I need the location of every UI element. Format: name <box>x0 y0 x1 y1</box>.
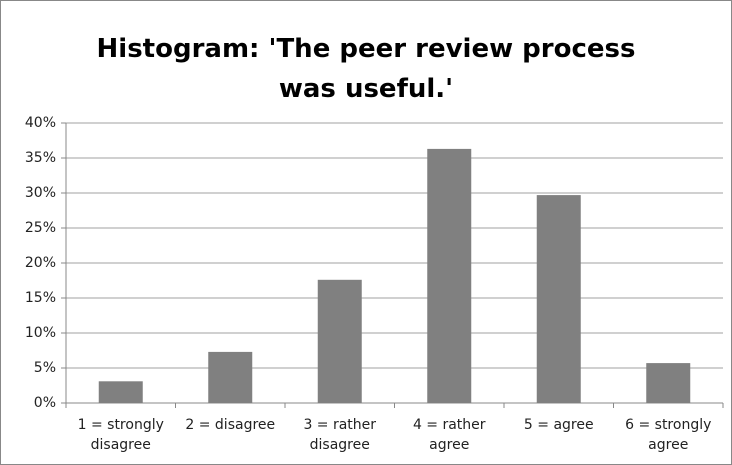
y-tick-label: 30% <box>25 185 56 201</box>
y-tick-label: 20% <box>25 255 56 271</box>
x-tick-label: 6 = strongly agree <box>625 417 712 453</box>
bar <box>646 363 691 403</box>
x-tick-label: 3 = rather disagree <box>303 417 377 453</box>
y-tick-label: 5% <box>34 360 56 376</box>
y-tick-label: 0% <box>34 395 56 411</box>
bar <box>536 195 581 403</box>
bar <box>208 351 253 403</box>
y-tick-label: 15% <box>25 290 56 306</box>
bar <box>317 279 362 403</box>
x-tick-label: 5 = agree <box>523 417 594 433</box>
x-tick-label: 2 = disagree <box>185 417 276 433</box>
bar <box>98 381 143 403</box>
y-tick-label: 25% <box>25 220 56 236</box>
x-tick-label: 1 = strongly disagree <box>77 417 164 453</box>
bar <box>427 148 472 403</box>
chart-title: Histogram: 'The peer review process was … <box>96 34 636 104</box>
y-tick-label: 35% <box>25 150 56 166</box>
y-tick-label: 40% <box>25 115 56 131</box>
y-tick-label: 10% <box>25 325 56 341</box>
x-tick-label: 4 = rather agree <box>412 417 486 453</box>
